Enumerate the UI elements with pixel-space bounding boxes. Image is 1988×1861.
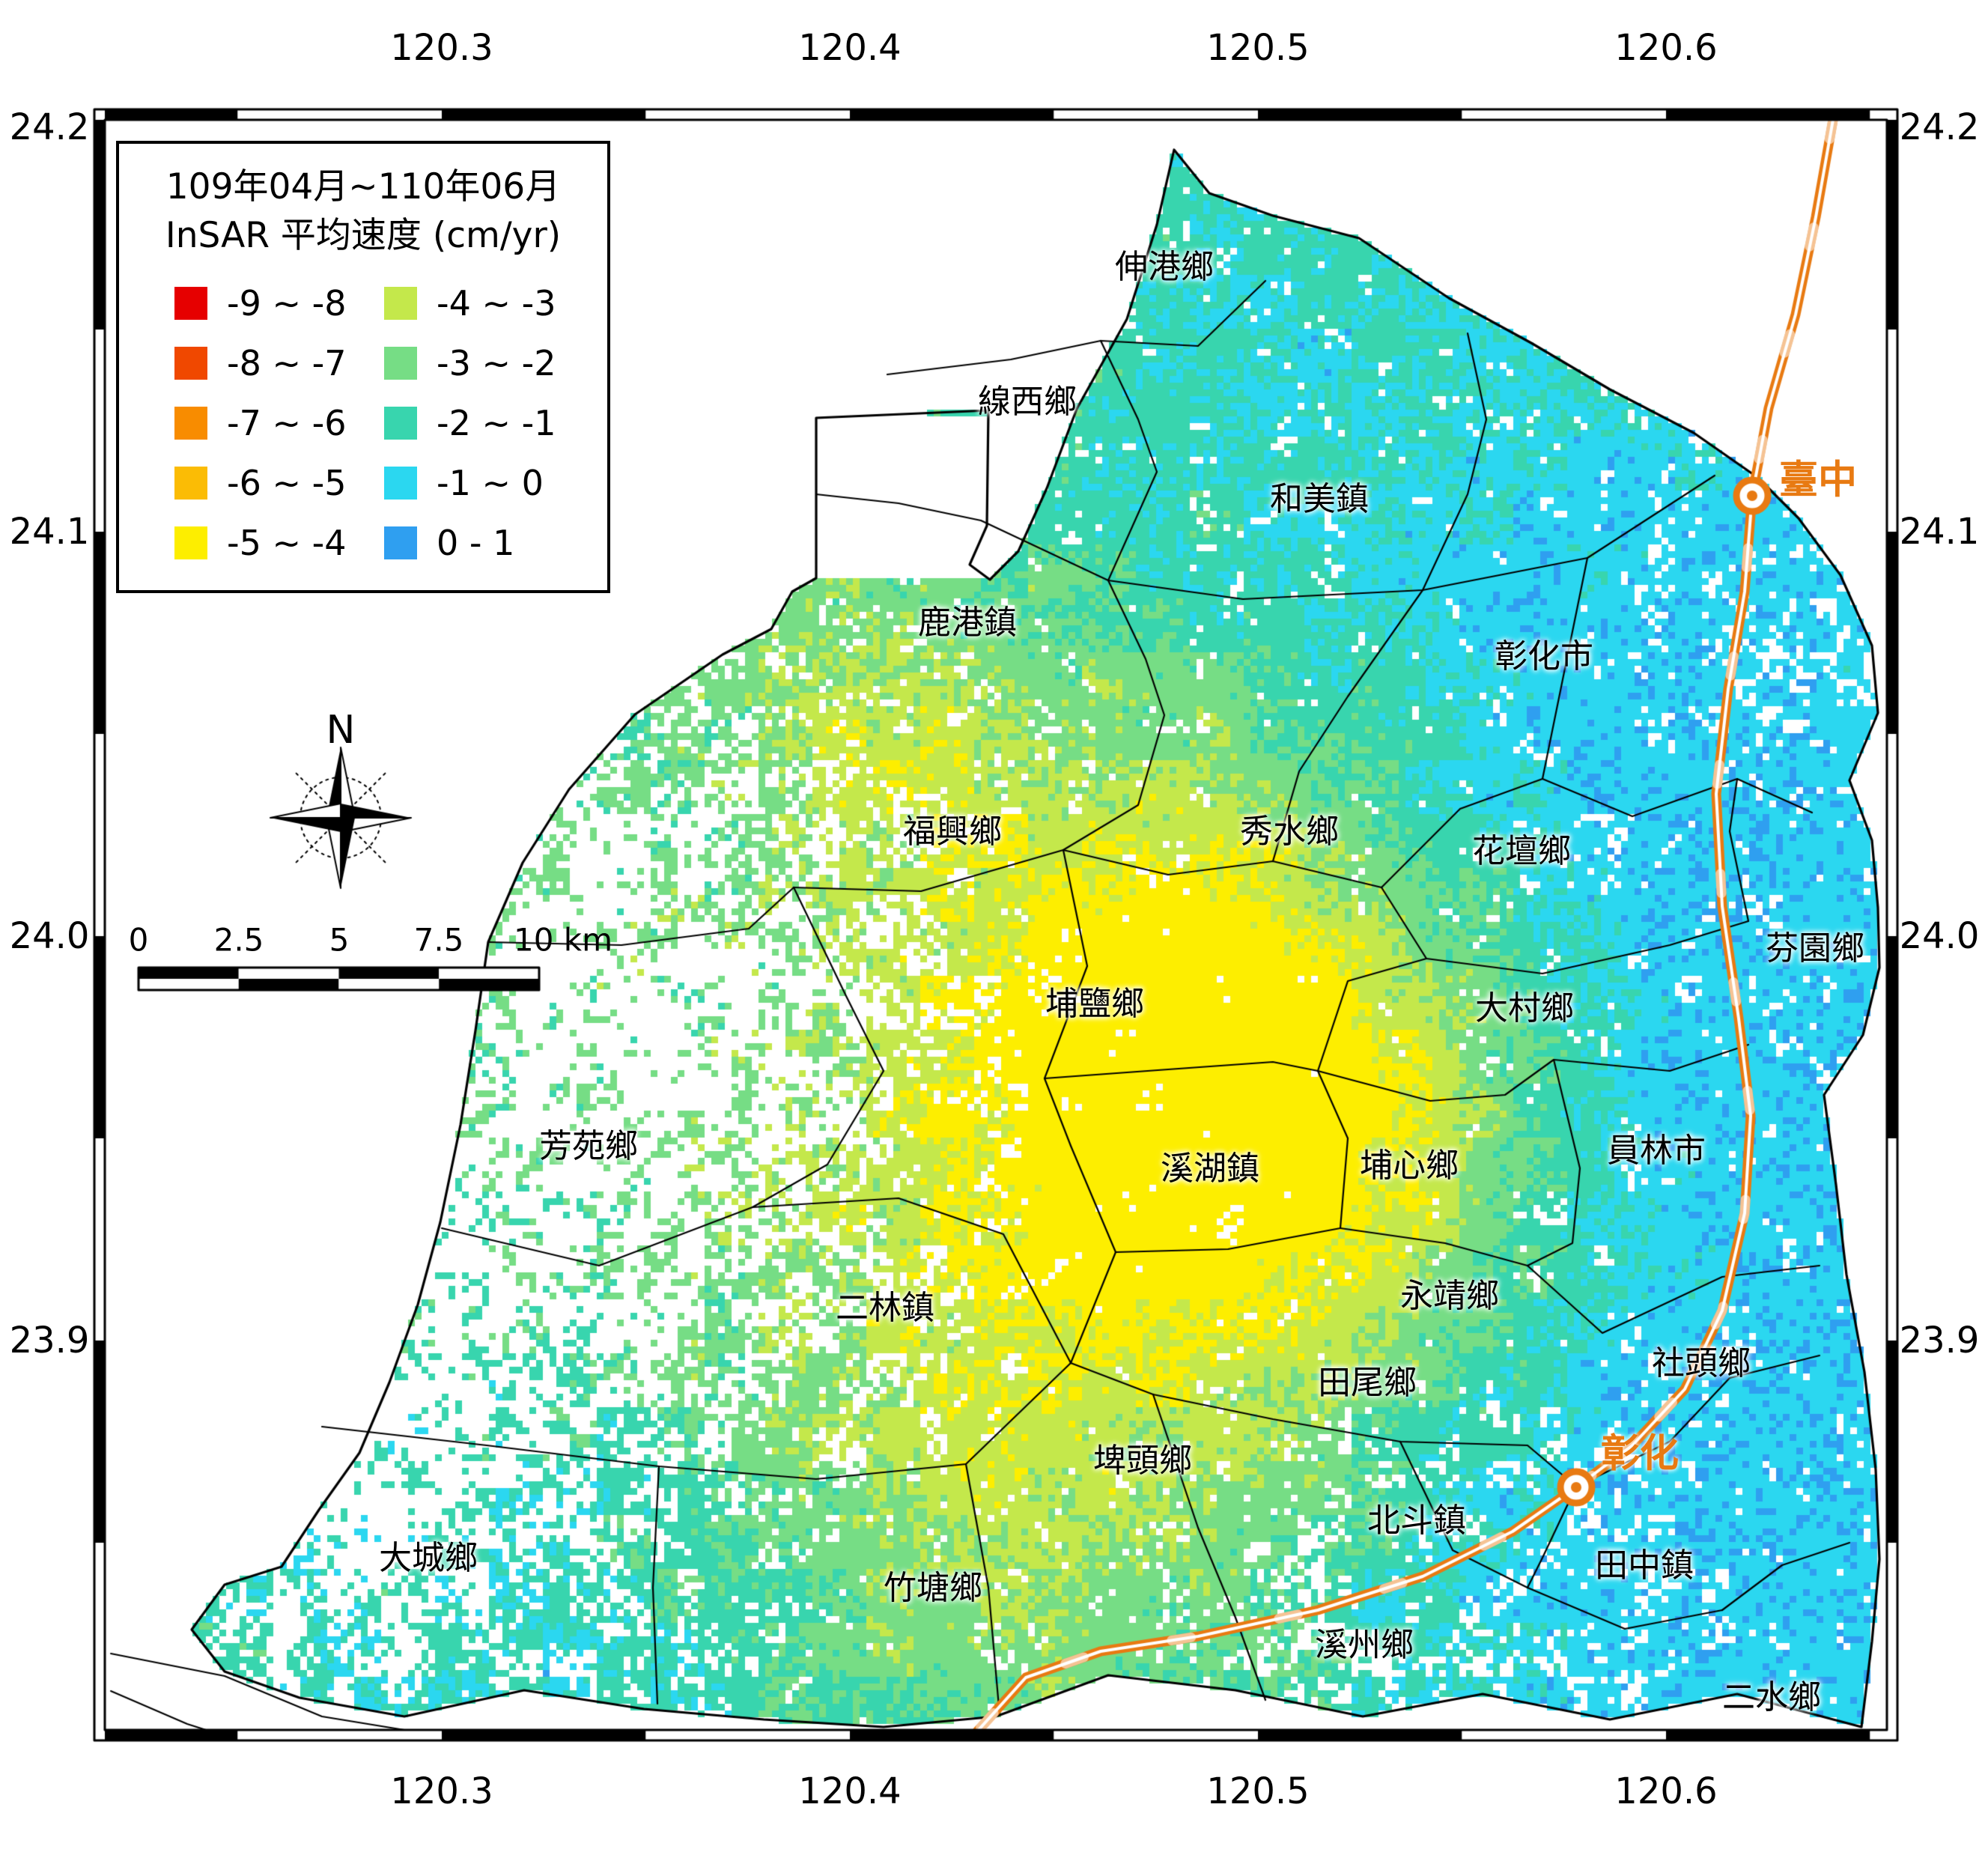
legend-entry: -5 ~ -4	[174, 523, 378, 563]
legend-entry-label: 0 - 1	[437, 522, 515, 563]
legend-entry-label: -5 ~ -4	[227, 522, 347, 563]
legend-swatch	[384, 286, 417, 320]
legend-entry-label: -2 ~ -1	[437, 402, 556, 443]
legend-entry-label: -6 ~ -5	[227, 462, 347, 503]
legend-entry: -4 ~ -3	[384, 283, 588, 324]
legend-entry-label: -3 ~ -2	[437, 342, 556, 383]
legend-entry: -8 ~ -7	[174, 343, 378, 383]
legend-entries: -9 ~ -8 -4 ~ -3 -8 ~ -7 -3 ~ -2 -7 ~ -6 -2 ~ …	[139, 283, 588, 563]
legend-entry: 0 - 1	[384, 523, 588, 563]
legend-entry: -2 ~ -1	[384, 403, 588, 443]
legend-swatch	[384, 466, 417, 500]
compass-north-label: N	[326, 708, 356, 753]
legend-entry-label: -7 ~ -6	[227, 402, 347, 443]
legend-entry: -6 ~ -5	[174, 463, 378, 503]
legend-swatch	[384, 346, 417, 380]
legend-entry: -3 ~ -2	[384, 343, 588, 383]
legend-swatch	[174, 526, 207, 559]
legend-title-line2: InSAR 平均速度 (cm/yr)	[165, 214, 562, 256]
legend-entry-label: -9 ~ -8	[227, 282, 347, 324]
legend-entry-label: -1 ~ 0	[437, 462, 544, 503]
legend-swatch	[174, 286, 207, 320]
legend-entry-label: -4 ~ -3	[437, 282, 556, 324]
legend-entry-label: -8 ~ -7	[227, 342, 347, 383]
legend-entry: -7 ~ -6	[174, 403, 378, 443]
legend-entry: -9 ~ -8	[174, 283, 378, 324]
legend-swatch	[174, 466, 207, 500]
legend-swatch	[384, 406, 417, 440]
legend: 109年04月~110年06月 InSAR 平均速度 (cm/yr) -9 ~ …	[116, 141, 610, 593]
legend-title-line1: 109年04月~110年06月	[165, 166, 561, 207]
legend-entry: -1 ~ 0	[384, 463, 588, 503]
legend-swatch	[174, 406, 207, 440]
legend-swatch	[174, 346, 207, 380]
legend-swatch	[384, 526, 417, 559]
